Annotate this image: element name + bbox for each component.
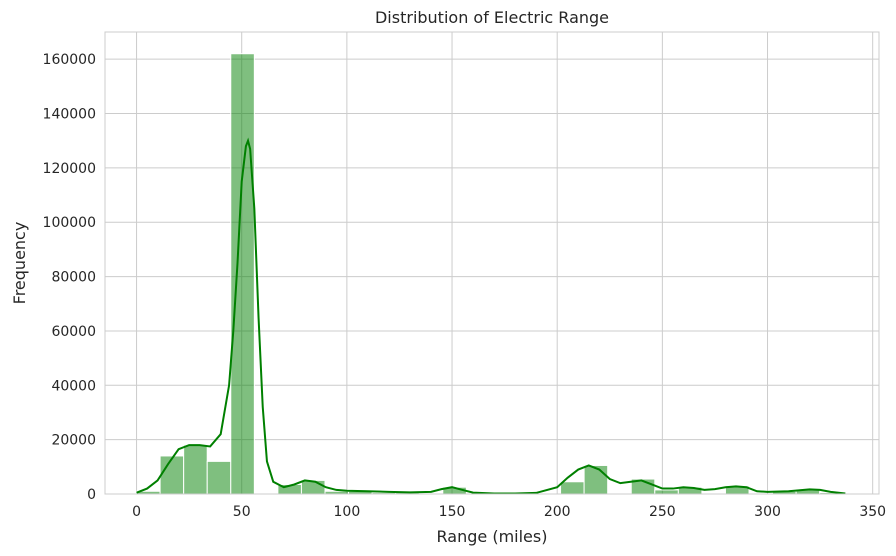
x-tick-label: 350 xyxy=(859,504,886,520)
x-tick-label: 250 xyxy=(649,504,676,520)
x-tick-label: 100 xyxy=(334,504,361,520)
histogram-bar xyxy=(159,455,185,495)
y-tick-label: 100000 xyxy=(43,215,96,231)
x-tick-labels: 0 50 100 150 200 250 300 350 xyxy=(132,504,886,520)
histogram-bar xyxy=(206,460,232,495)
y-tick-labels: 0 20000 40000 60000 80000 100000 120000 140000 1… xyxy=(43,52,96,503)
histogram-bars xyxy=(136,53,844,495)
x-tick-label: 300 xyxy=(754,504,781,520)
y-tick-label: 40000 xyxy=(51,378,96,394)
x-tick-label: 150 xyxy=(439,504,466,520)
y-tick-label: 60000 xyxy=(51,324,96,340)
x-tick-label: 0 xyxy=(132,504,141,520)
y-tick-label: 0 xyxy=(87,487,96,503)
x-tick-label: 50 xyxy=(233,504,251,520)
y-tick-label: 80000 xyxy=(51,270,96,286)
chart-title: Distribution of Electric Range xyxy=(375,8,609,27)
histogram-bar xyxy=(654,489,679,495)
histogram-bar xyxy=(560,481,585,495)
y-tick-label: 140000 xyxy=(43,107,96,123)
y-tick-label: 160000 xyxy=(43,52,96,68)
x-tick-label: 200 xyxy=(544,504,571,520)
y-tick-label: 20000 xyxy=(51,433,96,449)
grid-lines xyxy=(105,32,879,495)
histogram-bar xyxy=(583,464,609,495)
y-tick-label: 120000 xyxy=(43,161,96,177)
histogram-bar xyxy=(183,444,208,495)
histogram-bar xyxy=(230,53,255,495)
y-axis-label: Frequency xyxy=(10,222,29,305)
x-axis-label: Range (miles) xyxy=(437,527,548,546)
kde-curve xyxy=(136,137,846,495)
plot-frame xyxy=(104,31,880,495)
